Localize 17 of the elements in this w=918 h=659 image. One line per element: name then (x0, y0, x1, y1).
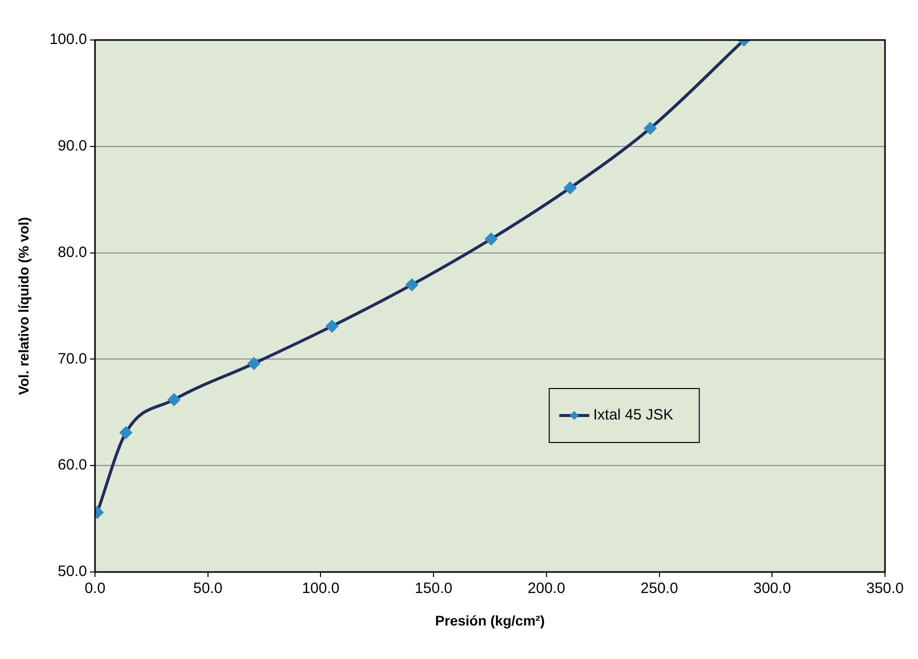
x-tick-label: 0.0 (84, 580, 106, 598)
x-tick-label: 250.0 (640, 580, 678, 598)
y-tick-label: 70.0 (58, 350, 87, 368)
y-tick-label: 90.0 (58, 138, 87, 155)
x-tick-label: 100.0 (302, 580, 340, 598)
y-tick-label: 60.0 (58, 456, 87, 474)
y-tick-label: 50.0 (58, 563, 87, 580)
x-tick-label: 300.0 (753, 580, 791, 598)
legend-label: Ixtal 45 JSK (593, 406, 674, 424)
y-tick-label: 80.0 (58, 244, 87, 261)
x-tick-label: 50.0 (193, 580, 222, 598)
y-tick-label: 100.0 (49, 31, 87, 48)
x-tick-label: 200.0 (528, 580, 566, 598)
x-axis-title: Presión (kg/cm²) (435, 612, 545, 628)
x-tick-label: 350.0 (866, 580, 904, 598)
x-tick-label: 150.0 (414, 580, 452, 598)
y-axis-title: Vol. relativo líquido (% vol) (15, 217, 32, 395)
